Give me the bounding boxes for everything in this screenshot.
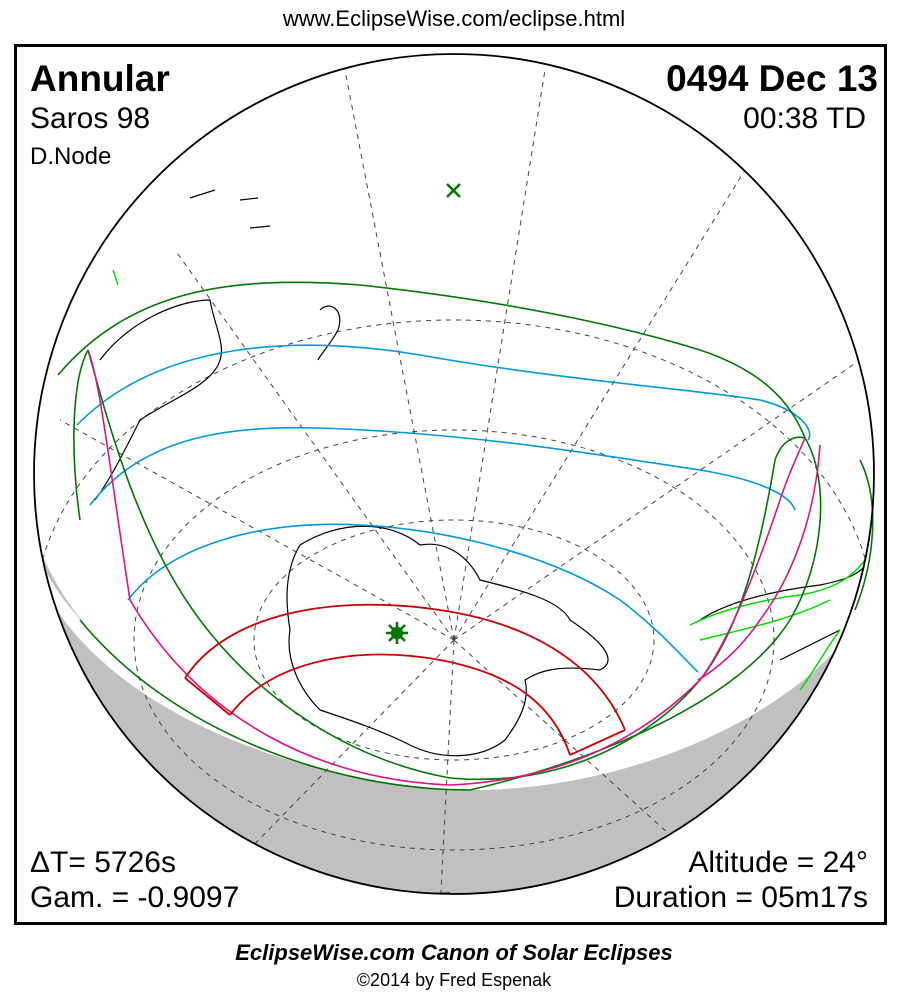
source-url: www.EclipseWise.com/eclipse.html (282, 6, 626, 31)
twilight-band (40, 560, 860, 790)
graticule (34, 69, 874, 894)
night-shade (34, 520, 874, 894)
eclipse-date: 0494 Dec 13 (666, 58, 878, 99)
rise-set-curves (87, 349, 821, 786)
gamma-value: Gam. = -0.9097 (30, 881, 240, 914)
map-frame (14, 44, 887, 925)
duration-value: Duration = 05m17s (613, 881, 868, 914)
eclipse-type: Annular (30, 58, 170, 99)
central-path (184, 603, 626, 756)
eclipse-time: 00:38 TD (743, 102, 866, 135)
globe-outline (33, 53, 875, 895)
star-burst-icon (386, 622, 408, 644)
delta-t: ΔT= 5726s (30, 846, 176, 879)
saros-number: Saros 98 (30, 102, 151, 135)
node-label: D.Node (30, 143, 112, 170)
copyright-notice: ©2014 by Fred Espenak (356, 970, 552, 990)
eclipse-globe-map (33, 53, 875, 895)
canon-title: EclipseWise.com Canon of Solar Eclipses (235, 940, 673, 965)
magnitude-curves (76, 344, 811, 673)
altitude-value: Altitude = 24° (688, 846, 868, 879)
x-mark-icon (446, 183, 461, 198)
